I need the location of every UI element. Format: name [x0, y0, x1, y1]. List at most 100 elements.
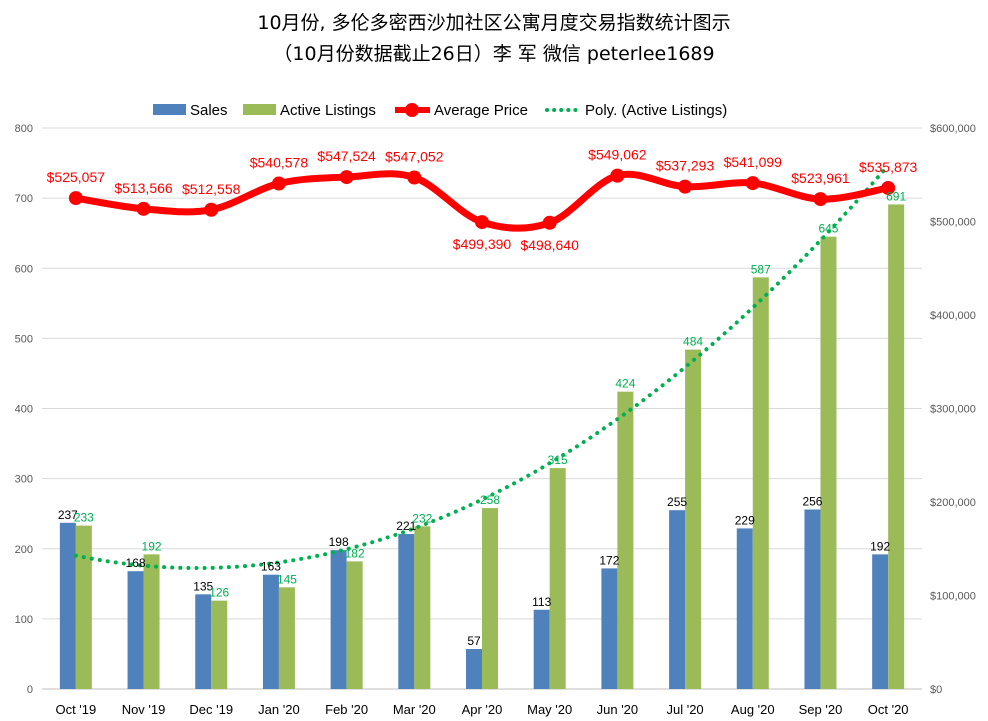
y-left-tick-label: 700	[15, 193, 33, 205]
x-tick-label: Nov '19	[122, 702, 166, 717]
average-price-data-label: $512,558	[182, 181, 241, 197]
average-price-marker	[204, 202, 219, 217]
legend: Sales Active Listings Average Price Poly. (…	[153, 102, 727, 119]
axes: 0 100 200 300 400 500 600 700 800 $0 $100,000 $200,…	[15, 123, 976, 717]
active-listings-data-label: 587	[751, 262, 771, 276]
average-price-marker	[475, 215, 489, 230]
average-price-data-label: $513,566	[114, 180, 173, 196]
sales-data-label: 168	[126, 556, 146, 570]
active-listings-data-label: 126	[209, 586, 229, 600]
average-price-data-label: $541,099	[724, 154, 783, 170]
y-right-tick-label: $200,000	[930, 497, 976, 509]
active-listings-data-label: 192	[142, 539, 162, 553]
active-listings-bar	[346, 561, 363, 689]
y-left-tick-label: 500	[15, 333, 33, 345]
y-right-tick-label: $100,000	[930, 591, 976, 603]
average-price-marker	[271, 176, 286, 191]
sales-bar	[872, 554, 889, 689]
x-tick-label: Jun '20	[597, 702, 639, 717]
legend-active-swatch	[243, 104, 276, 115]
sales-bar	[736, 528, 753, 689]
legend-price-label: Average Price	[434, 102, 528, 119]
sales-data-label: 229	[735, 513, 755, 527]
y-left-tick-label: 800	[15, 123, 33, 135]
average-price-data-label: $537,293	[656, 158, 715, 174]
active-listings-data-label: 182	[345, 546, 365, 560]
legend-poly-label: Poly. (Active Listings)	[585, 102, 727, 119]
x-tick-label: Oct '19	[55, 702, 96, 717]
sales-bar	[262, 574, 279, 689]
sales-data-label: 256	[802, 494, 822, 508]
x-tick-label: May '20	[527, 702, 572, 717]
sales-bar	[398, 534, 415, 689]
average-price-data-label: $547,052	[385, 149, 444, 165]
average-price-marker	[407, 170, 422, 185]
x-tick-label: Jan '20	[258, 702, 300, 717]
sales-data-label: 172	[599, 553, 619, 567]
x-tick-label: Jul '20	[666, 702, 703, 717]
chart-subtitle: （10月份数据截止26日）李 军 微信 peterlee1689	[273, 43, 715, 65]
sales-bar	[601, 568, 618, 689]
active-listings-bar	[820, 236, 837, 689]
legend-active-label: Active Listings	[280, 102, 376, 119]
sales-bar	[669, 510, 686, 689]
average-price-marker	[68, 191, 83, 206]
y-left-tick-label: 400	[15, 404, 33, 416]
y-right-tick-label: $400,000	[930, 310, 976, 322]
y-left-tick-label: 100	[15, 614, 33, 626]
y-left-tick-label: 200	[15, 544, 33, 556]
legend-sales-swatch	[153, 104, 186, 115]
x-tick-label: Mar '20	[393, 702, 436, 717]
y-left-tick-label: 0	[27, 684, 33, 696]
average-price-marker	[610, 168, 625, 183]
active-listings-data-label: 258	[480, 493, 500, 507]
x-tick-label: Apr '20	[462, 702, 503, 717]
sales-bar	[466, 649, 482, 689]
active-listings-bar	[278, 587, 295, 689]
y-left-tick-label: 600	[15, 263, 33, 275]
x-tick-label: Aug '20	[731, 702, 775, 717]
average-price-marker	[813, 192, 828, 207]
sales-data-label: 237	[58, 508, 78, 522]
trendline	[73, 163, 891, 570]
chart-title: 10月份, 多伦多密西沙加社区公寓月度交易指数统计图示	[257, 12, 731, 34]
active-listings-bar	[75, 525, 92, 689]
sales-bar	[330, 550, 347, 689]
average-price-data-label: $540,578	[250, 155, 309, 171]
average-price-data-label: $498,640	[520, 237, 579, 253]
poly-trendline	[73, 163, 891, 570]
y-right-tick-label: $300,000	[930, 404, 976, 416]
average-price-marker	[881, 180, 896, 195]
average-price-data-label: $547,524	[317, 148, 376, 164]
y-right-tick-label: $600,000	[930, 123, 976, 135]
average-price-data-label: $523,961	[791, 170, 850, 186]
average-price-data-label: $499,390	[453, 236, 512, 252]
average-price-marker	[745, 176, 760, 191]
sales-data-label: 198	[329, 535, 349, 549]
active-listings-data-label: 691	[886, 189, 906, 203]
sales-data-label: 163	[261, 560, 281, 574]
bars	[59, 204, 905, 689]
active-listings-bar	[888, 204, 905, 689]
price-line	[68, 168, 896, 232]
sales-bar	[127, 571, 144, 689]
sales-data-label: 113	[532, 595, 551, 609]
average-price-marker	[339, 170, 354, 185]
sales-bar	[533, 609, 550, 689]
active-listings-bar	[414, 526, 431, 689]
active-listings-data-label: 232	[412, 511, 432, 525]
active-listings-data-label: 484	[683, 335, 703, 349]
sales-bar	[195, 594, 212, 689]
x-tick-label: Oct '20	[868, 702, 909, 717]
average-price-data-label: $535,873	[859, 159, 918, 175]
sales-data-label: 192	[870, 539, 890, 553]
active-listings-data-label: 315	[548, 453, 568, 467]
active-listings-bar	[211, 600, 228, 689]
active-listings-data-label: 233	[74, 511, 94, 525]
active-listings-bar	[752, 277, 769, 689]
active-listings-bar	[549, 468, 566, 689]
sales-data-label: 57	[467, 634, 481, 648]
